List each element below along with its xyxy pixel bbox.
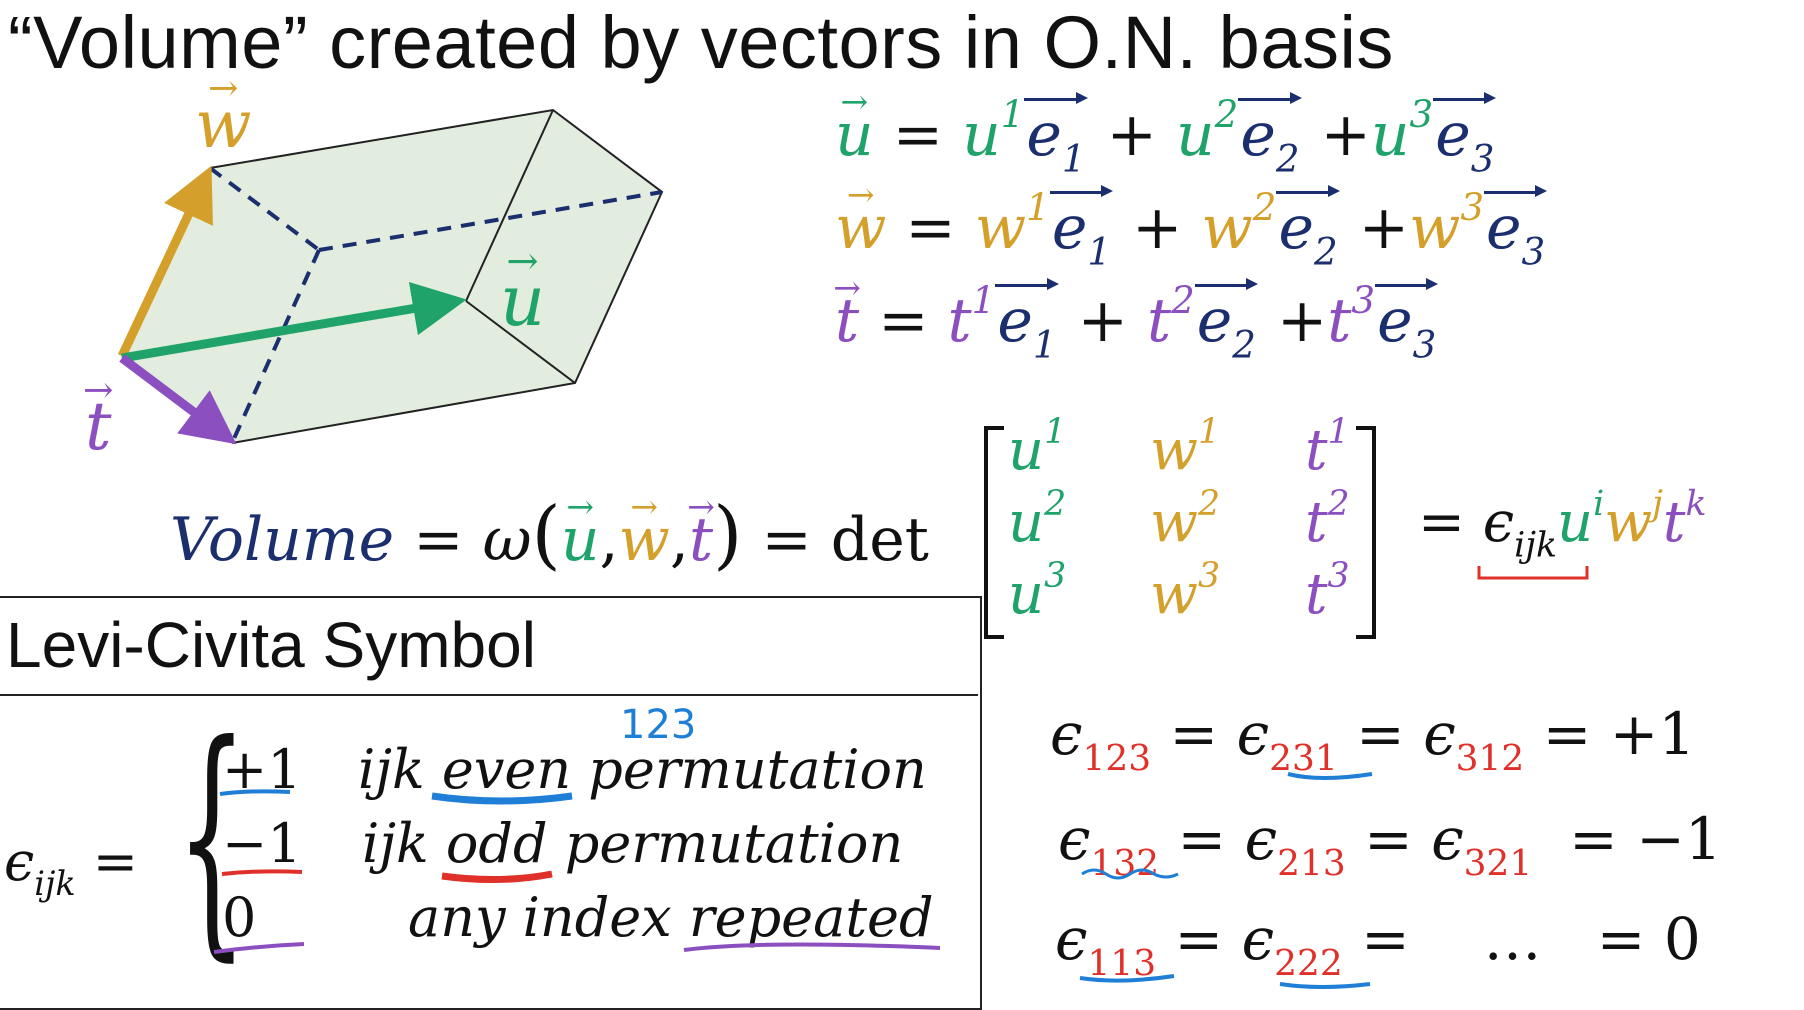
volume-equation: Volume = ω(u,w,t) = det bbox=[170, 490, 929, 578]
big-brace: { bbox=[176, 691, 248, 982]
case-zero: 0 bbox=[222, 886, 257, 949]
matrix-cell-w1: w1 bbox=[1150, 411, 1221, 483]
label-t: t bbox=[85, 388, 112, 465]
case-zero-desc: any index repeated bbox=[408, 886, 934, 949]
matrix-cell-t1: t1 bbox=[1305, 411, 1350, 483]
red-underbrace bbox=[1477, 566, 1589, 580]
example-repeated: ϵ113 = ϵ222 = … = 0 bbox=[1055, 905, 1701, 985]
slide-title: “Volume” created by vectors in O.N. basi… bbox=[8, 1, 1394, 84]
epsilon-def-lhs: ϵijk = bbox=[4, 830, 139, 904]
matrix-cell-w2: w2 bbox=[1150, 483, 1221, 555]
parallelepiped-edge bbox=[465, 109, 554, 302]
matrix-cell-u2: u2 bbox=[1008, 483, 1067, 555]
volume-label: Volume bbox=[170, 505, 395, 575]
matrix-brackets bbox=[984, 426, 1376, 639]
vector-w-arrow bbox=[117, 165, 213, 358]
matrix-cell-t2: t2 bbox=[1305, 483, 1350, 555]
case-minus-one: −1 bbox=[222, 812, 302, 875]
levi-civita-heading: Levi-Civita Symbol bbox=[6, 609, 536, 681]
expansion-u: u = u1e1 + u2e2 +u3e3 bbox=[835, 92, 1497, 177]
matrix-cell-w3: w3 bbox=[1150, 555, 1221, 627]
handwritten-123: 123 bbox=[620, 702, 697, 748]
vector-t-arrow bbox=[119, 354, 237, 445]
expansion-t: t = t1e1 + t2e2 +t3e3 bbox=[835, 278, 1439, 363]
example-underlines bbox=[1079, 772, 1373, 989]
expansion-w: w = w1e1 + w2e2 +w3e3 bbox=[835, 185, 1548, 270]
matrix-cell-t3: t3 bbox=[1305, 555, 1350, 627]
parallelepiped-face bbox=[120, 110, 662, 443]
example-even: ϵ123 = ϵ231 = ϵ312 = +1 bbox=[1050, 700, 1696, 780]
case-minus-one-desc: ijk odd permutation bbox=[362, 812, 904, 875]
hidden-edges bbox=[208, 166, 663, 444]
matrix-cell-u3: u3 bbox=[1008, 555, 1067, 627]
handwritten-underlines bbox=[213, 789, 941, 954]
label-w: w bbox=[195, 86, 252, 163]
parallelepiped-edge bbox=[465, 300, 576, 384]
vector-u-arrow bbox=[121, 281, 467, 363]
label-u: u bbox=[500, 260, 545, 342]
parallelepiped-diagram bbox=[117, 108, 664, 445]
box-divider bbox=[0, 694, 978, 696]
det-label: det bbox=[830, 505, 929, 575]
case-plus-one-desc: ijk even permutation bbox=[358, 738, 927, 801]
matrix-cell-u1: u1 bbox=[1008, 411, 1067, 483]
einstein-sum: = ϵijkuiwjtk bbox=[1418, 483, 1707, 566]
example-odd: ϵ132 = ϵ213 = ϵ321 = −1 bbox=[1058, 805, 1722, 885]
